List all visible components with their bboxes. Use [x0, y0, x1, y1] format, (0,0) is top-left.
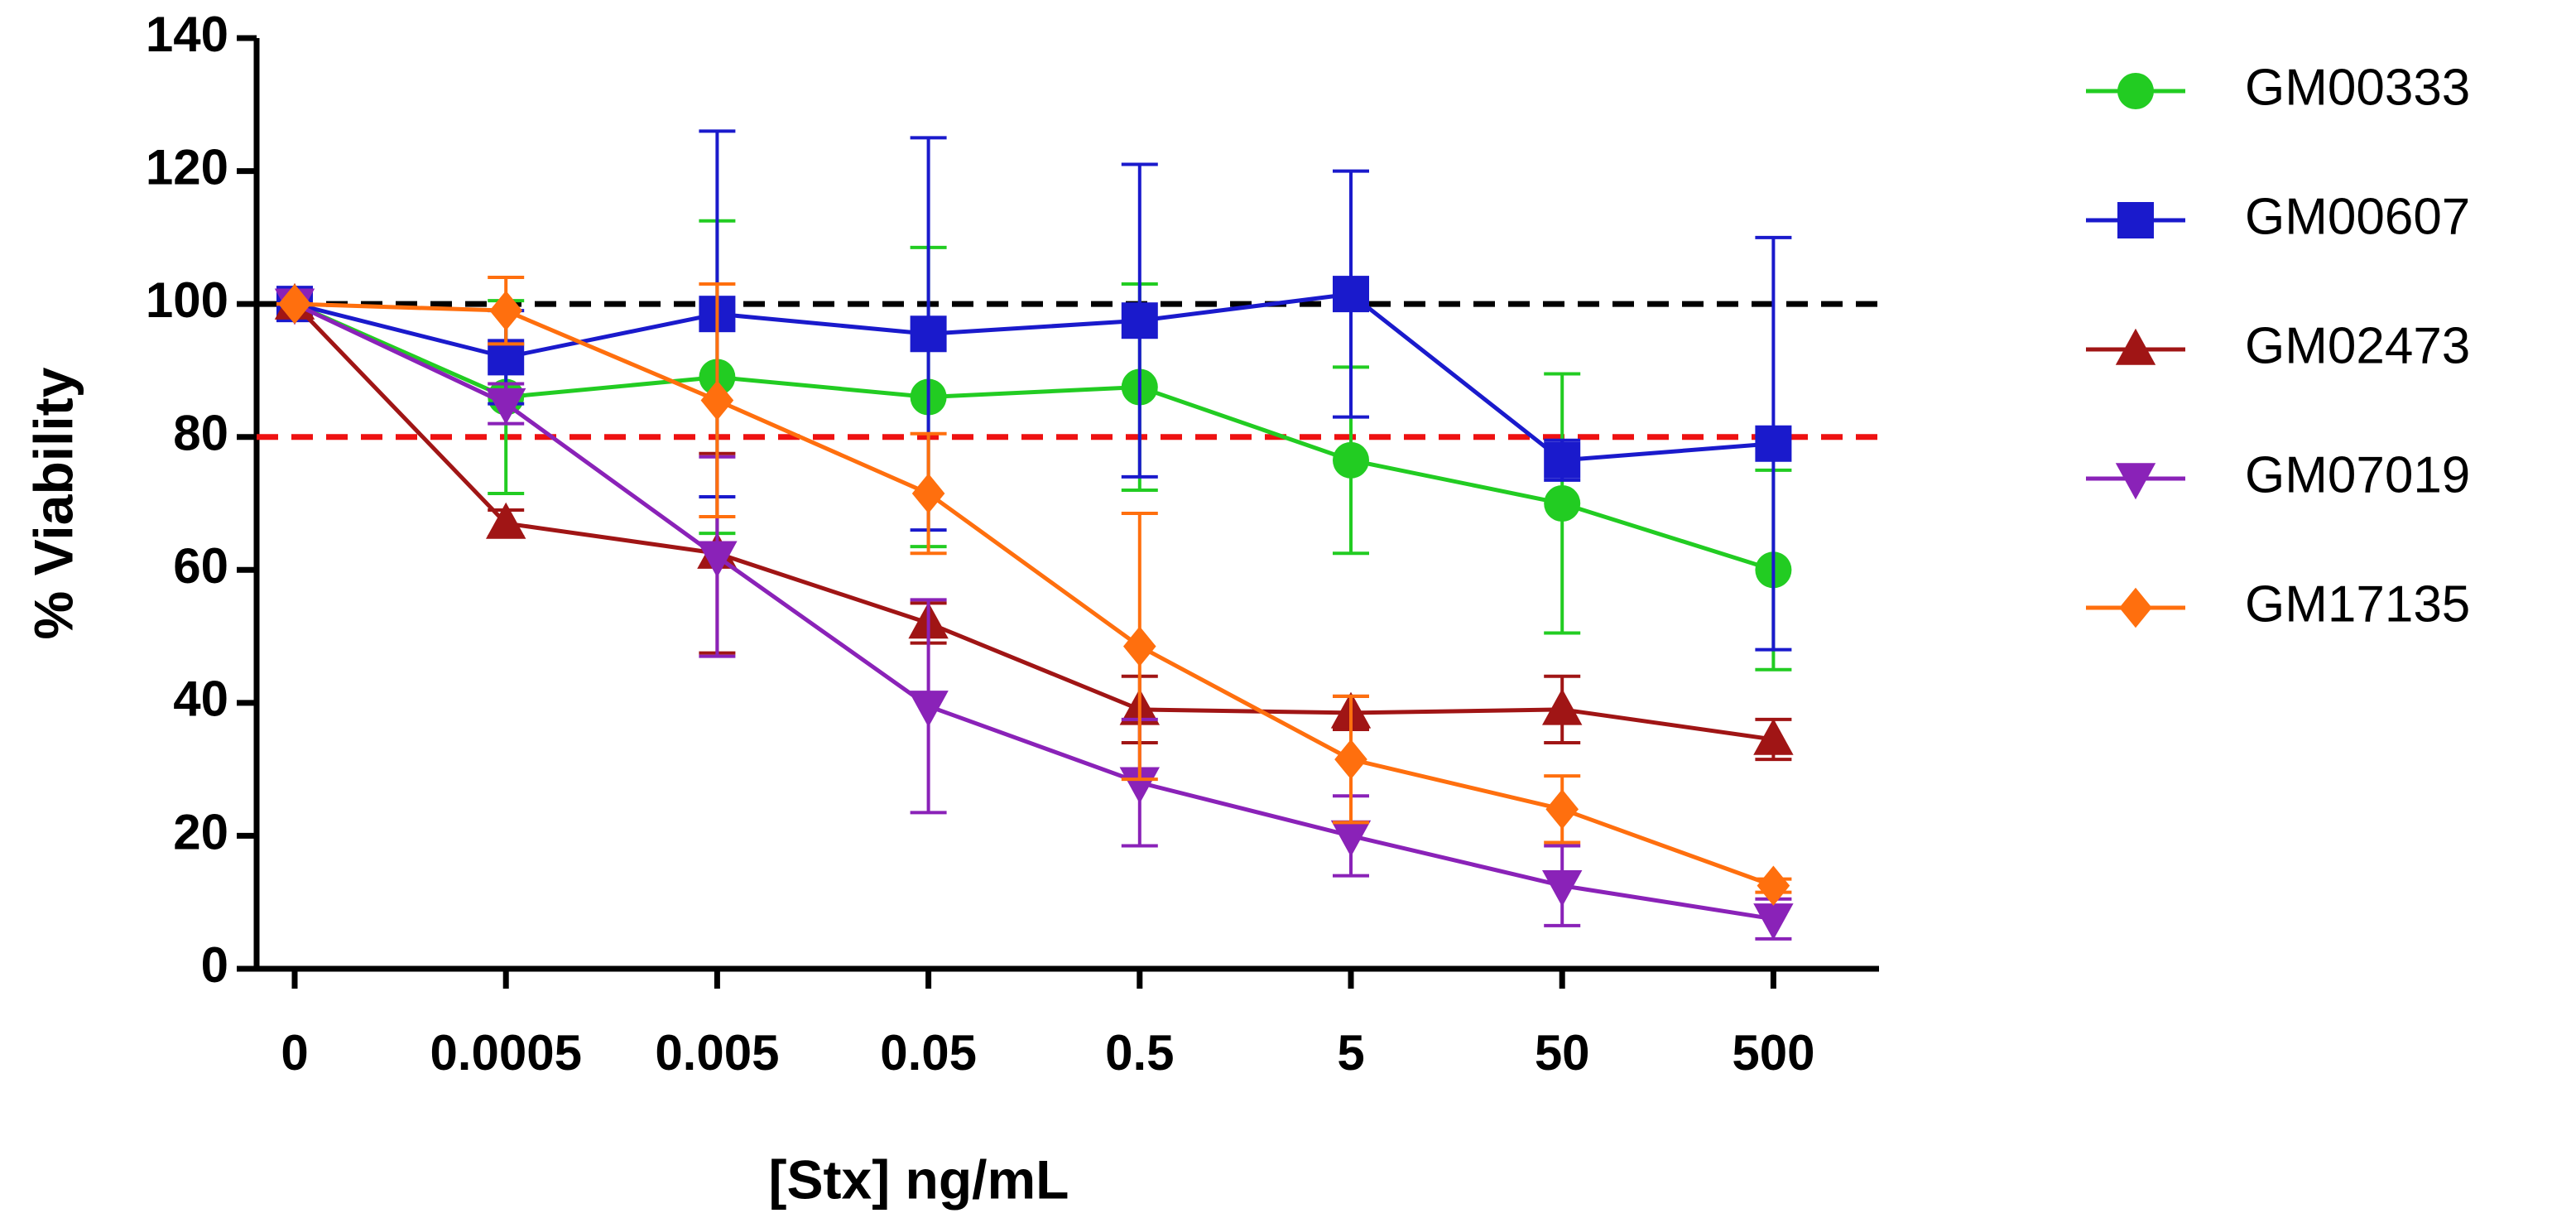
series-line — [293, 302, 1774, 742]
y-tick-label: 100 — [146, 272, 228, 328]
series-line — [293, 301, 1775, 572]
marker — [1544, 441, 1581, 479]
y-tick-label: 120 — [146, 139, 228, 195]
marker — [1334, 739, 1367, 780]
marker — [1333, 441, 1369, 479]
y-tick-label: 20 — [173, 804, 228, 859]
y-tick-label: 140 — [146, 7, 228, 62]
marker — [1123, 626, 1156, 667]
y-axis-title: % Viability — [22, 367, 84, 639]
marker — [1753, 718, 1794, 755]
series — [276, 276, 1792, 906]
y-tick-label: 60 — [173, 538, 228, 594]
marker — [2117, 73, 2154, 109]
x-tick-label: 0.005 — [655, 1025, 779, 1081]
series-line — [294, 301, 1775, 888]
marker — [1545, 789, 1579, 830]
y-tick-label: 40 — [173, 672, 228, 727]
series-line — [293, 301, 1774, 922]
y-tick-label: 0 — [201, 937, 228, 993]
marker — [911, 473, 945, 514]
marker — [1542, 688, 1583, 725]
legend-label: GM07019 — [2245, 446, 2470, 503]
marker — [486, 388, 526, 425]
marker — [1544, 485, 1581, 522]
x-axis-title: [Stx] ng/mL — [769, 1148, 1069, 1210]
marker — [1753, 903, 1794, 941]
legend-label: GM00333 — [2245, 59, 2470, 116]
x-tick-label: 0.5 — [1105, 1025, 1174, 1081]
marker — [1542, 869, 1583, 907]
marker — [1330, 820, 1372, 857]
marker — [2119, 587, 2152, 628]
marker — [910, 315, 947, 353]
marker — [2115, 463, 2156, 500]
marker — [1121, 302, 1158, 339]
marker — [1119, 767, 1160, 804]
marker — [1333, 276, 1369, 313]
marker — [1757, 865, 1790, 906]
marker — [697, 541, 738, 578]
x-tick-label: 5 — [1337, 1025, 1364, 1081]
marker — [278, 283, 311, 325]
marker — [2117, 202, 2154, 238]
legend-label: GM02473 — [2245, 317, 2470, 374]
x-tick-label: 500 — [1732, 1025, 1814, 1081]
marker — [486, 502, 526, 539]
marker — [908, 691, 949, 728]
marker — [1755, 425, 1792, 462]
marker — [700, 380, 734, 421]
y-tick-label: 80 — [173, 406, 228, 461]
legend-label: GM17135 — [2245, 575, 2470, 633]
marker — [2115, 328, 2156, 365]
series-line — [294, 291, 1774, 463]
x-tick-label: 0 — [281, 1025, 308, 1081]
x-tick-label: 50 — [1535, 1025, 1590, 1081]
x-tick-label: 0.05 — [880, 1025, 977, 1081]
marker — [489, 290, 522, 331]
x-tick-label: 0.0005 — [430, 1025, 582, 1081]
legend-label: GM00607 — [2245, 188, 2470, 245]
